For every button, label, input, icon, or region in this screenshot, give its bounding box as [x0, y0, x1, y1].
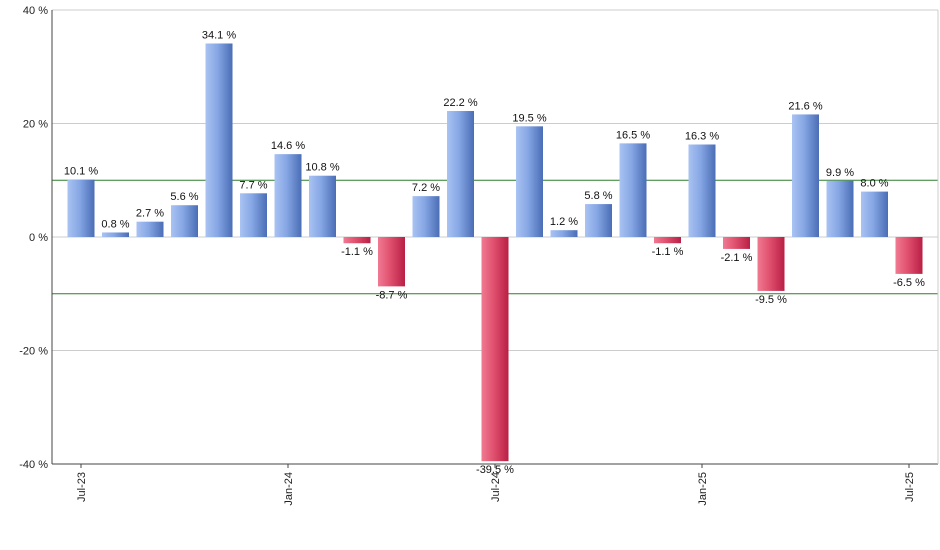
bar [412, 196, 440, 237]
x-tick-label: Jan-25 [697, 472, 709, 506]
y-tick-label: 0 % [29, 232, 48, 244]
x-tick-label: Jul-24 [490, 472, 502, 502]
data-label: 0.8 % [101, 218, 129, 230]
data-label: -39.5 % [476, 464, 514, 476]
data-label: 2.7 % [136, 208, 164, 220]
bar [585, 204, 612, 237]
data-label: 5.6 % [170, 191, 198, 203]
y-tick-label: -20 % [19, 346, 48, 358]
data-label: 1.2 % [550, 216, 578, 228]
bar [516, 126, 543, 237]
data-label: 10.1 % [64, 166, 98, 178]
data-label: 16.5 % [616, 129, 650, 141]
data-label: 7.7 % [239, 179, 267, 191]
data-label: 34.1 % [202, 29, 236, 41]
bar [102, 232, 129, 237]
data-label: -1.1 % [652, 246, 684, 258]
bar [240, 193, 267, 237]
bars [67, 43, 923, 462]
bar [447, 111, 474, 237]
data-label: 14.6 % [271, 140, 305, 152]
data-label: 19.5 % [512, 112, 546, 124]
bar [205, 43, 233, 237]
y-tick-label: 20 % [23, 119, 48, 131]
data-label: -6.5 % [893, 277, 925, 289]
data-label: 22.2 % [443, 97, 477, 109]
labels: 40 % 20 % 0 % -20 % -40 % 10.1 % 0.8 % 2.7 % 5.6… [19, 5, 925, 506]
data-label: 5.8 % [584, 190, 612, 202]
data-label: -9.5 % [755, 294, 787, 306]
bar [792, 114, 819, 237]
data-label: 16.3 % [685, 130, 719, 142]
data-label: 7.2 % [412, 182, 440, 194]
y-tick-label: -40 % [19, 459, 48, 471]
bar [309, 175, 336, 237]
x-tick-label: Jul-25 [904, 472, 916, 502]
axes [51, 10, 939, 468]
data-label: 8.0 % [860, 178, 888, 190]
bar [861, 191, 888, 237]
bar [378, 237, 405, 287]
bar [688, 144, 716, 237]
bar [67, 179, 95, 237]
bar [654, 237, 681, 244]
data-label: 21.6 % [788, 100, 822, 112]
y-tick-label: 40 % [23, 5, 48, 17]
data-label: -1.1 % [341, 246, 373, 258]
data-label: -2.1 % [721, 252, 753, 264]
data-label: 10.8 % [305, 162, 339, 174]
data-label: -8.7 % [376, 289, 408, 301]
bar [723, 237, 750, 249]
data-label: 9.9 % [826, 167, 854, 179]
bar [550, 230, 578, 237]
bar [619, 143, 647, 237]
bar [826, 180, 854, 237]
bar [274, 154, 302, 237]
bar [481, 237, 509, 462]
bar [895, 237, 923, 274]
bar [757, 237, 785, 291]
bar [343, 237, 371, 244]
x-tick-label: Jan-24 [283, 472, 295, 506]
bar [136, 221, 164, 237]
x-tick-label: Jul-23 [76, 472, 88, 502]
bar [171, 205, 198, 237]
